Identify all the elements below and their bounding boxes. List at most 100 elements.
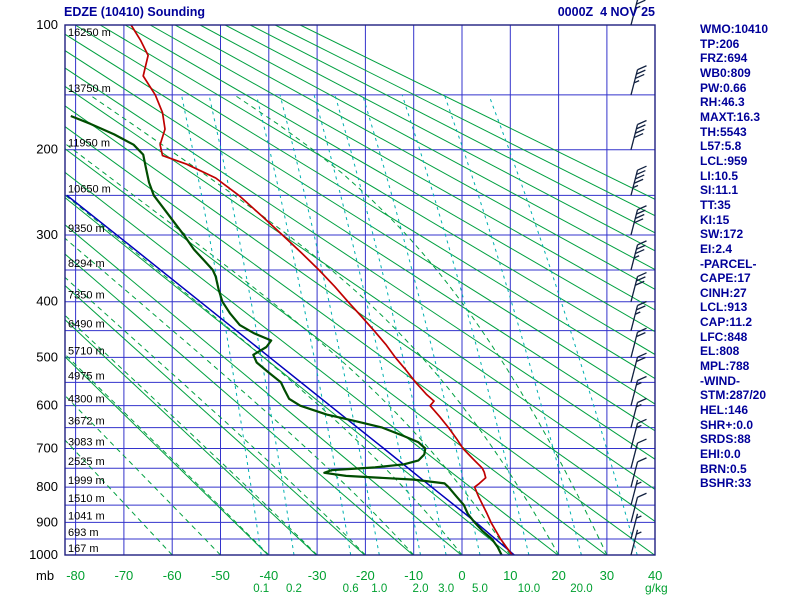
- stat-line: WB0:809: [700, 65, 751, 80]
- svg-text:3083 m: 3083 m: [68, 436, 105, 448]
- moist-adiabats: [65, 94, 608, 555]
- svg-text:0.6: 0.6: [343, 583, 359, 595]
- svg-text:-40: -40: [259, 568, 278, 583]
- wind-barbs: [630, 0, 647, 556]
- svg-text:693 m: 693 m: [68, 527, 99, 539]
- stat-line: LCL:913: [700, 300, 748, 315]
- svg-text:30: 30: [600, 568, 614, 583]
- stat-line: TH:5543: [700, 124, 747, 139]
- stat-line: -PARCEL-: [700, 256, 757, 271]
- svg-text:1041 m: 1041 m: [68, 510, 105, 522]
- svg-text:1.0: 1.0: [371, 583, 387, 595]
- stat-line: CAP:11.2: [700, 315, 753, 330]
- svg-text:20.0: 20.0: [570, 583, 592, 595]
- svg-text:800: 800: [36, 479, 58, 494]
- stat-line: FRZ:694: [700, 51, 748, 66]
- svg-text:0.1: 0.1: [253, 583, 269, 595]
- svg-text:g/kg: g/kg: [645, 581, 668, 595]
- svg-text:-10: -10: [404, 568, 423, 583]
- stat-line: SHR+:0.0: [700, 417, 754, 432]
- svg-text:900: 900: [36, 514, 58, 529]
- isobar-isotherm-grid: [65, 24, 655, 556]
- stat-line: PW:0.66: [700, 80, 747, 95]
- stat-line: L57:5.8: [700, 139, 742, 154]
- stat-line: MAXT:16.3: [700, 109, 761, 124]
- svg-text:500: 500: [36, 349, 58, 364]
- stat-line: MPL:788: [700, 359, 750, 374]
- svg-text:-60: -60: [163, 568, 182, 583]
- svg-text:6490 m: 6490 m: [68, 319, 105, 331]
- svg-text:20: 20: [551, 568, 565, 583]
- svg-text:1999 m: 1999 m: [68, 475, 105, 487]
- svg-text:3672 m: 3672 m: [68, 416, 105, 428]
- mixing-ratio-labels: 0.1 0.2 0.6 1.0 2.0 3.0 5.0 10.0 20.0 g/kg: [253, 581, 667, 595]
- svg-text:-50: -50: [211, 568, 230, 583]
- stat-line: KI:15: [700, 212, 730, 227]
- stat-line: -WIND-: [700, 373, 740, 388]
- svg-text:4300 m: 4300 m: [68, 394, 105, 406]
- stat-line: LCL:959: [700, 153, 748, 168]
- temperature-curve: [130, 25, 513, 555]
- svg-text:10.0: 10.0: [518, 583, 540, 595]
- stat-line: EHI:0.0: [700, 447, 741, 462]
- height-labels: 16250 m 13750 m 11950 m 10650 m 9350 m 8294 m…: [68, 27, 111, 555]
- svg-text:-80: -80: [66, 568, 85, 583]
- stat-line: STM:287/20: [700, 388, 767, 403]
- stat-line: CAPE:17: [700, 271, 751, 286]
- svg-text:100: 100: [36, 17, 58, 32]
- stat-line: SI:11.1: [700, 183, 739, 198]
- svg-text:1510 m: 1510 m: [68, 493, 105, 505]
- svg-text:200: 200: [36, 142, 58, 157]
- chart-title: EDZE (10410) Sounding: [64, 5, 205, 19]
- svg-text:10: 10: [503, 568, 517, 583]
- svg-text:-70: -70: [115, 568, 134, 583]
- svg-text:1000: 1000: [29, 547, 58, 562]
- stat-line: SW:172: [700, 227, 744, 242]
- stat-line: BSHR:33: [700, 476, 752, 491]
- svg-text:9350 m: 9350 m: [68, 223, 105, 235]
- dry-adiabats: [65, 25, 655, 555]
- stat-line: EI:2.4: [700, 241, 733, 256]
- stat-line: TT:35: [700, 197, 731, 212]
- stat-line: CINH:27: [700, 285, 747, 300]
- temperature-axis-labels: mb -80 -70 -60 -50 -40 -30 -20 -10 0 10 20 30 40: [36, 568, 662, 583]
- pressure-axis-labels: 100 200 300 400 500 600 700 800 900 1000: [29, 17, 58, 562]
- stat-line: WMO:10410: [700, 22, 769, 36]
- svg-text:0: 0: [458, 568, 465, 583]
- svg-text:8294 m: 8294 m: [68, 258, 105, 270]
- plot-border: [64, 24, 656, 556]
- svg-text:700: 700: [36, 440, 58, 455]
- chart-datetime: 0000Z 4 NOV 25: [557, 5, 655, 19]
- svg-text:3.0: 3.0: [438, 583, 454, 595]
- svg-text:300: 300: [36, 227, 58, 242]
- stat-line: BRN:0.5: [700, 461, 747, 476]
- svg-text:4975 m: 4975 m: [68, 370, 105, 382]
- parcel-curve: [66, 194, 515, 555]
- svg-text:400: 400: [36, 294, 58, 309]
- stats-panel: WMO:10410 TP:206 FRZ:694 WB0:809 PW:0.66 RH:4…: [700, 22, 800, 491]
- stat-line: LI:10.5: [700, 168, 739, 183]
- svg-text:13750 m: 13750 m: [68, 83, 111, 95]
- svg-text:10650 m: 10650 m: [68, 183, 111, 195]
- stat-line: TP:206: [700, 36, 740, 51]
- svg-text:16250 m: 16250 m: [68, 27, 111, 39]
- svg-text:-30: -30: [308, 568, 327, 583]
- stat-line: RH:46.3: [700, 95, 745, 110]
- svg-text:-20: -20: [356, 568, 375, 583]
- svg-text:167 m: 167 m: [68, 543, 99, 555]
- svg-text:11950 m: 11950 m: [68, 138, 110, 150]
- stat-line: SRDS:88: [700, 432, 751, 447]
- svg-text:2525 m: 2525 m: [68, 456, 105, 468]
- mixing-ratio-lines: [181, 94, 638, 555]
- svg-text:40: 40: [648, 568, 662, 583]
- svg-text:5710 m: 5710 m: [68, 345, 105, 357]
- svg-text:600: 600: [36, 398, 58, 413]
- stat-line: LFC:848: [700, 329, 748, 344]
- svg-text:7350 m: 7350 m: [68, 290, 105, 302]
- svg-text:2.0: 2.0: [413, 583, 429, 595]
- dewpoint-curve: [70, 114, 503, 555]
- stat-line: HEL:146: [700, 403, 749, 418]
- svg-text:mb: mb: [36, 568, 54, 583]
- svg-text:0.2: 0.2: [286, 583, 302, 595]
